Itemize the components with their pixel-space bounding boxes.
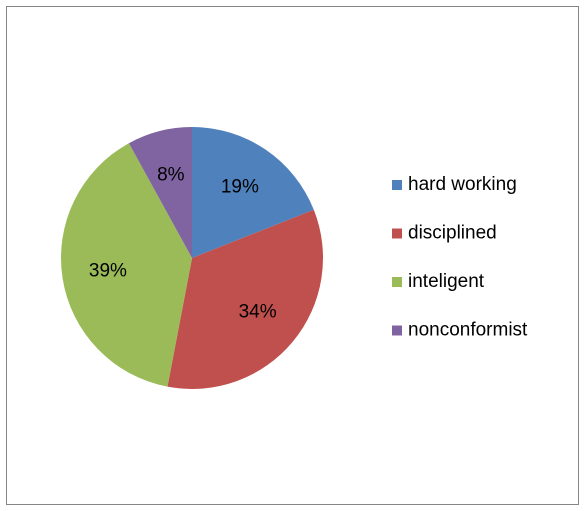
- data-label: 34%: [239, 301, 277, 322]
- legend-swatch: [392, 180, 402, 190]
- data-label: 8%: [157, 165, 185, 186]
- legend-label: disciplined: [408, 223, 497, 244]
- legend-swatch: [392, 228, 402, 239]
- pie-slice: [128, 127, 192, 258]
- pie-slice: [60, 143, 192, 387]
- pie-slice: [192, 127, 314, 258]
- legend-label: hard working: [408, 174, 517, 195]
- legend-swatch: [392, 277, 402, 287]
- legend-label: nonconformist: [408, 320, 528, 341]
- legend-label: inteligent: [408, 271, 485, 292]
- data-label: 39%: [89, 260, 127, 281]
- pie-slice: [167, 209, 323, 389]
- data-label: 19%: [221, 177, 259, 198]
- legend-swatch: [392, 325, 402, 336]
